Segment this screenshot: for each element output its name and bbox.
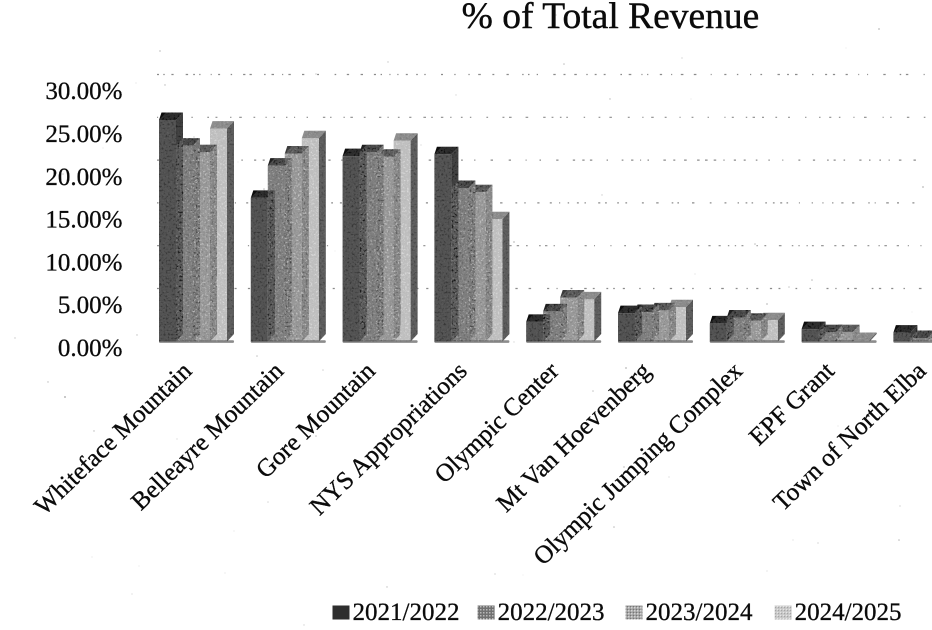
svg-text:25.00%: 25.00%: [45, 121, 122, 148]
svg-text:2023/2024: 2023/2024: [646, 599, 753, 626]
svg-text:15.00%: 15.00%: [45, 207, 122, 234]
svg-text:2022/2023: 2022/2023: [498, 599, 605, 626]
svg-text:2021/2022: 2021/2022: [353, 599, 460, 626]
svg-text:% of Total Revenue: % of Total Revenue: [462, 0, 760, 37]
svg-text:20.00%: 20.00%: [45, 164, 122, 191]
svg-text:30.00%: 30.00%: [45, 78, 122, 105]
svg-text:2024/2025: 2024/2025: [795, 599, 902, 626]
svg-text:10.00%: 10.00%: [45, 249, 122, 276]
svg-text:5.00%: 5.00%: [58, 292, 123, 319]
svg-text:0.00%: 0.00%: [58, 335, 123, 362]
